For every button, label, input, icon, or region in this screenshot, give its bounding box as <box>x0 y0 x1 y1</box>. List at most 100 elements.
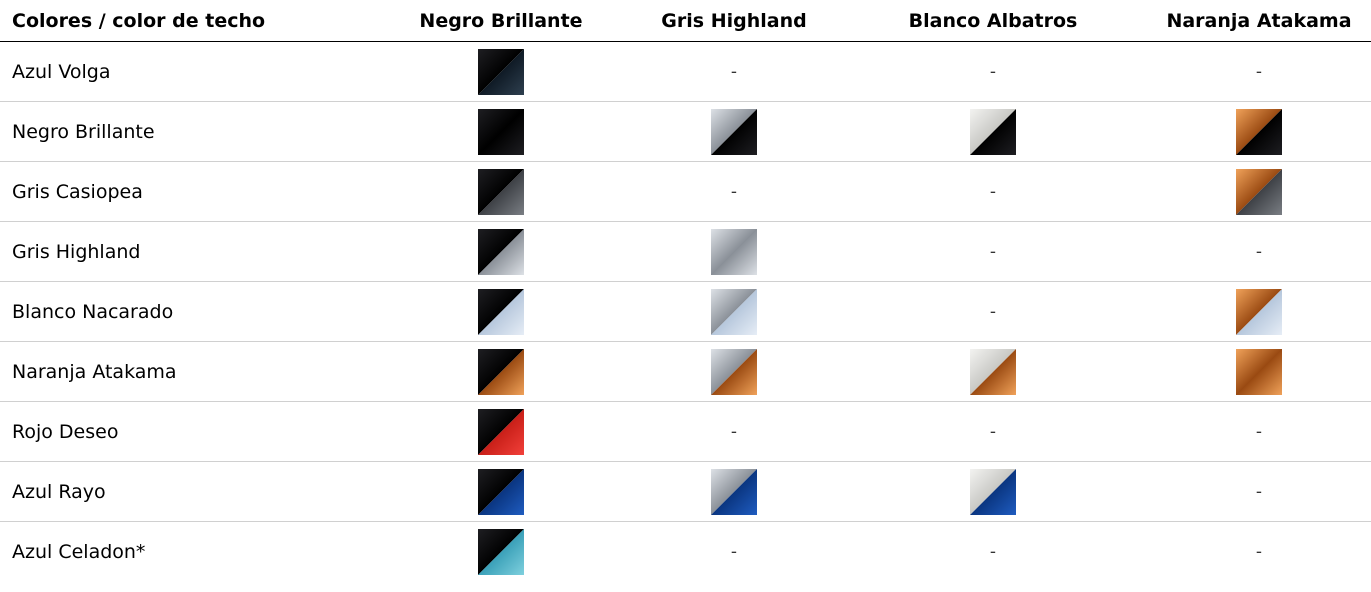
table-cell: - <box>1134 462 1371 521</box>
table-cell <box>1134 162 1371 221</box>
row-label: Negro Brillante <box>12 120 155 143</box>
color-swatch <box>478 468 524 515</box>
row-label: Azul Volga <box>12 60 111 83</box>
body-color-area <box>970 348 1016 395</box>
body-color-area <box>478 468 524 515</box>
table-row: Naranja Atakama <box>0 342 1371 402</box>
body-color-area <box>1236 108 1282 155</box>
table-cell: - <box>1134 522 1371 582</box>
body-color-area <box>478 348 524 395</box>
not-available-dash: - <box>1255 61 1263 82</box>
color-swatch <box>478 348 524 395</box>
body-color-area <box>478 529 524 575</box>
color-swatch <box>478 288 524 335</box>
not-available-dash: - <box>730 61 738 82</box>
table-cell: - <box>609 402 859 461</box>
table-cell <box>376 462 626 521</box>
table-cell: - <box>609 42 859 101</box>
table-header-row: Colores / color de techo Negro Brillante… <box>0 0 1371 42</box>
table-cell: - <box>1134 42 1371 101</box>
color-swatch <box>970 348 1016 395</box>
table-cell <box>376 522 626 582</box>
color-swatch <box>711 468 757 515</box>
body-color-area <box>478 168 524 215</box>
table-cell: - <box>609 522 859 582</box>
color-swatch <box>478 108 524 155</box>
table-cell: - <box>1134 222 1371 281</box>
body-color-area <box>478 408 524 455</box>
body-color-area <box>970 108 1016 155</box>
table-row: Azul Rayo - <box>0 462 1371 522</box>
table-row: Azul Celadon* - - - <box>0 522 1371 582</box>
body-color-area <box>711 228 757 275</box>
body-color-area <box>478 288 524 335</box>
table-cell: - <box>868 402 1118 461</box>
table-cell <box>609 342 859 401</box>
body-color-area <box>478 108 524 155</box>
table-row: Negro Brillante <box>0 102 1371 162</box>
color-swatch <box>970 468 1016 515</box>
table-cell <box>609 462 859 521</box>
color-swatch <box>1236 168 1282 215</box>
body-color-area <box>711 468 757 515</box>
table-cell <box>376 402 626 461</box>
color-swatch <box>711 348 757 395</box>
not-available-dash: - <box>989 181 997 202</box>
row-label: Azul Celadon* <box>12 541 146 563</box>
not-available-dash: - <box>989 421 997 442</box>
color-swatch <box>478 168 524 215</box>
color-swatch <box>1236 288 1282 335</box>
not-available-dash: - <box>1255 481 1263 502</box>
not-available-dash: - <box>989 61 997 82</box>
table-row: Gris Casiopea - - <box>0 162 1371 222</box>
row-label: Naranja Atakama <box>12 360 177 383</box>
table-cell: - <box>609 162 859 221</box>
color-swatch <box>1236 348 1282 395</box>
body-color-area <box>711 348 757 395</box>
color-swatch <box>1236 108 1282 155</box>
table-cell: - <box>868 162 1118 221</box>
body-color-area <box>1236 288 1282 335</box>
table-cell <box>868 462 1118 521</box>
not-available-dash: - <box>989 542 997 562</box>
color-swatch <box>478 408 524 455</box>
header-label: Colores / color de techo <box>12 9 266 32</box>
color-swatch <box>478 529 524 575</box>
body-color-area <box>1236 168 1282 215</box>
color-swatch <box>478 48 524 95</box>
row-label: Gris Casiopea <box>12 180 143 203</box>
not-available-dash: - <box>1255 542 1263 562</box>
row-label: Blanco Nacarado <box>12 300 174 323</box>
table-cell: - <box>868 222 1118 281</box>
body-color-area <box>970 468 1016 515</box>
table-cell: - <box>868 42 1118 101</box>
table-cell: - <box>868 522 1118 582</box>
table-cell <box>376 282 626 341</box>
table-cell <box>376 342 626 401</box>
not-available-dash: - <box>989 241 997 262</box>
table-cell <box>1134 342 1371 401</box>
table-cell <box>376 162 626 221</box>
table-cell <box>376 102 626 161</box>
table-cell <box>376 222 626 281</box>
table-cell <box>609 222 859 281</box>
table-cell <box>868 102 1118 161</box>
table-row: Azul Volga - - - <box>0 42 1371 102</box>
row-label: Rojo Deseo <box>12 420 119 443</box>
not-available-dash: - <box>730 542 738 562</box>
not-available-dash: - <box>1255 421 1263 442</box>
table-cell <box>376 42 626 101</box>
row-label: Azul Rayo <box>12 480 106 503</box>
color-swatch <box>478 228 524 275</box>
table-cell <box>609 282 859 341</box>
body-color-area <box>478 48 524 95</box>
header-col-negro-brillante: Negro Brillante <box>419 9 583 32</box>
table-cell: - <box>868 282 1118 341</box>
body-color-area <box>711 108 757 155</box>
table-cell <box>1134 102 1371 161</box>
header-col-blanco-albatros: Blanco Albatros <box>908 9 1078 32</box>
not-available-dash: - <box>730 421 738 442</box>
not-available-dash: - <box>1255 241 1263 262</box>
color-swatch <box>711 108 757 155</box>
